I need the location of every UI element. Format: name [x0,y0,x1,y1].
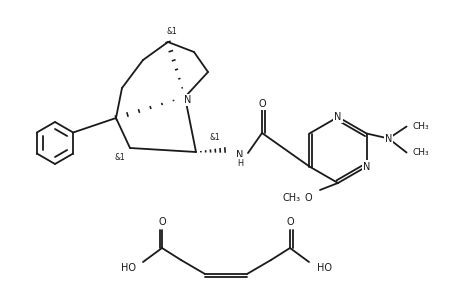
Text: O: O [286,217,294,227]
Text: H: H [237,158,243,167]
Text: CH₃: CH₃ [412,122,429,131]
Text: N: N [184,95,192,105]
Text: HO: HO [120,263,136,273]
Text: &1: &1 [167,28,177,36]
Text: O: O [258,99,266,109]
Text: N: N [335,112,342,122]
Text: O: O [304,193,312,203]
Text: &1: &1 [114,153,125,162]
Text: &1: &1 [210,133,220,143]
Text: O: O [158,217,166,227]
Text: N: N [363,161,370,172]
Text: CH₃: CH₃ [412,148,429,157]
Text: N: N [236,150,244,160]
Text: CH₃: CH₃ [283,193,301,203]
Text: HO: HO [317,263,331,273]
Text: N: N [385,133,392,144]
